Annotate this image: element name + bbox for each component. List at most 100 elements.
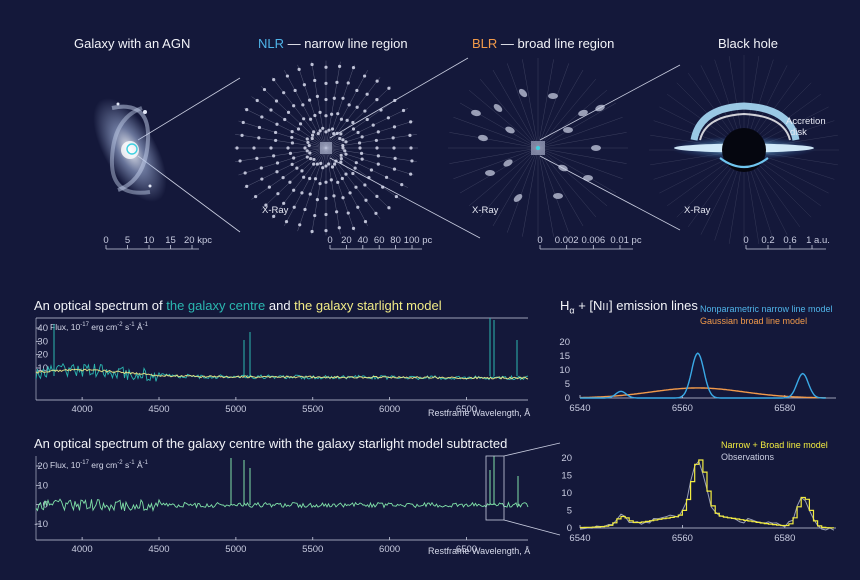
- ylabel-text: Flux, 10: [50, 322, 81, 332]
- nlr-cloud: [336, 180, 340, 184]
- nlr-cloud: [347, 103, 351, 107]
- nlr-ray: [238, 120, 327, 149]
- nlr-cloud: [410, 159, 414, 163]
- nlr-cloud: [255, 156, 259, 161]
- nlr-cloud: [269, 146, 273, 150]
- nlr-cloud: [312, 157, 316, 162]
- nlr-cloud: [295, 166, 299, 170]
- nlr-cloud: [281, 175, 285, 180]
- nlr-cloud: [360, 157, 364, 161]
- nlr-scale-label: 0: [327, 235, 332, 246]
- nlr-cloud: [267, 185, 271, 189]
- nlr-cloud: [334, 159, 338, 163]
- nlr-cloud: [409, 146, 413, 150]
- nlr-cloud: [341, 146, 345, 150]
- blr-ray: [537, 147, 569, 233]
- nlr-cloud: [272, 214, 276, 219]
- nlr-cloud: [375, 146, 379, 150]
- nlr-cloud: [327, 128, 331, 132]
- nlr-cloud: [324, 81, 328, 85]
- blr-ray: [479, 147, 539, 218]
- blr-ray: [537, 117, 623, 149]
- blr-cloud: [558, 164, 568, 172]
- ylabel-units: erg cm: [88, 460, 118, 470]
- emission-x-tick-label: 6540: [569, 403, 590, 414]
- nlr-cloud: [259, 166, 263, 170]
- nlr-cloud: [392, 125, 397, 129]
- blr-ray: [537, 89, 608, 149]
- spectrum2-y-tick-label: 10: [37, 480, 48, 491]
- nlr-cloud: [262, 87, 267, 92]
- blr-cloud: [518, 88, 528, 98]
- nlr-cloud: [324, 229, 328, 233]
- nlr-cloud: [309, 157, 313, 161]
- spectrum1-xlabel: Restframe Wavelength, Å: [428, 408, 531, 418]
- accretion-disk-label-line1: Accretion: [786, 116, 826, 127]
- blr-ray: [507, 63, 539, 149]
- bh-scale-label: 0.6: [783, 235, 796, 246]
- nlr-ray: [271, 147, 327, 219]
- galaxy-scale-label: 5: [125, 235, 130, 246]
- ylabel-units2-exp: -1: [129, 322, 135, 329]
- emission-title: Hα + [NII] emission lines: [560, 298, 698, 316]
- nlr-cloud: [356, 205, 360, 209]
- blr-ray: [537, 147, 584, 227]
- nlr-cloud: [351, 127, 356, 131]
- nlr-cloud: [332, 132, 336, 136]
- nlr-cloud: [305, 155, 309, 159]
- nlr-cloud: [312, 130, 316, 134]
- nlr-cloud: [351, 171, 355, 176]
- spectrum1-x-tick-label: 4500: [148, 404, 169, 415]
- fit-y-tick-label: 5: [567, 506, 572, 517]
- legend-model: Narrow + Broad line model: [721, 440, 828, 450]
- nlr-cloud: [301, 103, 305, 107]
- nlr-ray: [297, 64, 327, 149]
- nlr-cloud: [292, 104, 296, 108]
- legend-broad: Gaussian broad line model: [700, 316, 808, 326]
- blr-ray: [537, 147, 623, 179]
- nlr-cloud: [288, 151, 293, 155]
- nlr-cloud: [387, 206, 391, 210]
- nlr-cloud: [318, 182, 322, 186]
- spectrum2-x-tick-label: 5000: [225, 544, 246, 555]
- emission-title-alpha: α: [569, 305, 575, 316]
- galaxy-scale-label: 10: [144, 235, 155, 246]
- blr-cloud: [583, 175, 593, 181]
- nlr-cloud: [340, 176, 344, 181]
- connector-line: [329, 157, 481, 239]
- emission-y-tick-label: 0: [565, 393, 570, 404]
- nlr-cloud: [321, 166, 325, 170]
- nlr-cloud: [305, 137, 309, 141]
- zoom-connector: [503, 442, 561, 457]
- ylabel-units-exp: -2: [117, 460, 123, 467]
- blr-xray-label: X-Ray: [472, 205, 499, 216]
- nlr-ray: [311, 147, 327, 235]
- narrow-line-model: [580, 352, 826, 399]
- nlr-cloud: [346, 211, 350, 215]
- nlr-scale-label: 60: [374, 235, 385, 246]
- spectrum2-x-tick-label: 4000: [72, 544, 93, 555]
- emission-title-c: ] emission lines: [608, 298, 698, 313]
- blr-scale-label: 0.002: [555, 235, 579, 246]
- blr-abbr: BLR: [472, 36, 498, 51]
- spectrum2-ylabel: Flux, 10-17 erg cm-2 s-1 Å-1: [50, 460, 148, 470]
- blr-ray: [449, 147, 539, 164]
- nlr-cloud: [393, 156, 397, 161]
- nlr-ray: [260, 147, 327, 210]
- nlr-cloud: [335, 131, 339, 135]
- nlr-cloud: [321, 126, 325, 130]
- nlr-cloud: [363, 109, 367, 113]
- ylabel-exp: -17: [80, 322, 89, 329]
- nlr-cloud: [409, 120, 413, 124]
- nlr-panel-title: NLR — narrow line region: [258, 36, 408, 51]
- nlr-scale-label: 40: [358, 235, 369, 246]
- bh-panel-title: Black hole: [718, 36, 778, 51]
- nlr-cloud: [375, 194, 379, 198]
- nlr-cloud: [308, 192, 312, 196]
- spectrum2-residual-line: [35, 498, 529, 513]
- nlr-cloud: [313, 177, 318, 181]
- spectrum1-x-tick-label: 6500: [456, 404, 477, 415]
- nlr-cloud: [282, 201, 286, 205]
- nlr-cloud: [310, 229, 314, 234]
- nlr-cloud: [302, 175, 306, 179]
